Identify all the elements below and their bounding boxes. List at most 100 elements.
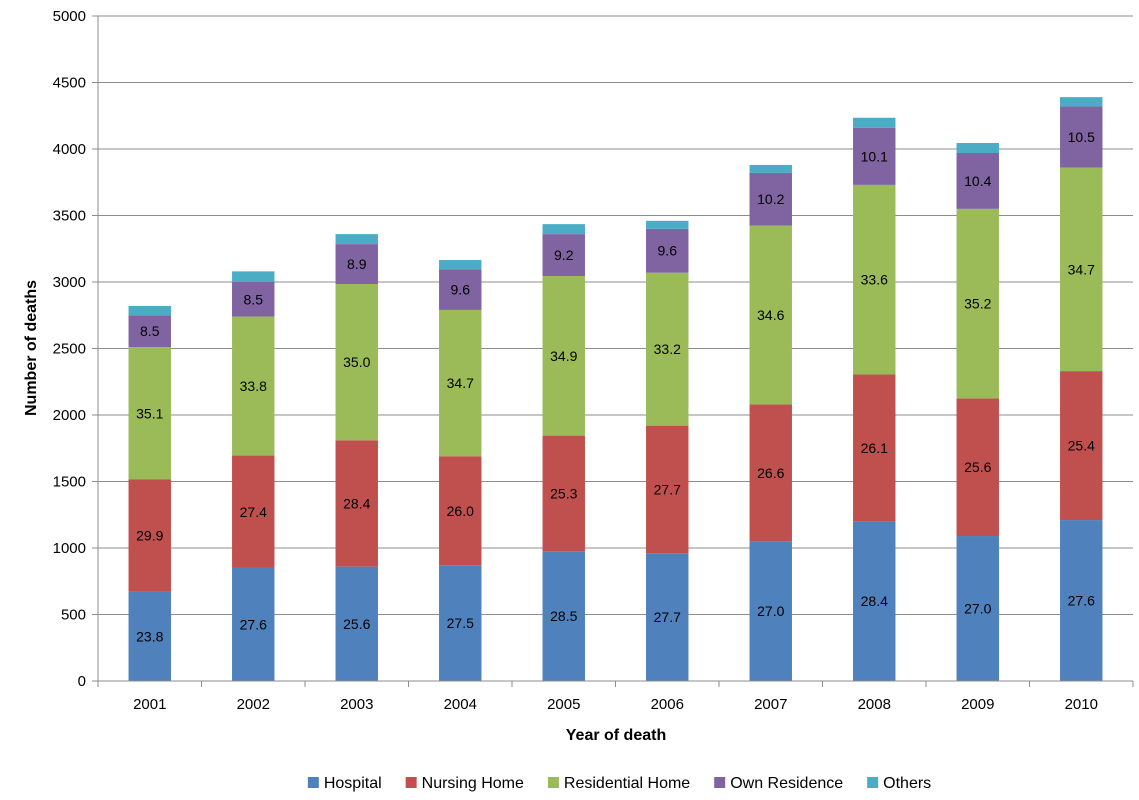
legend-swatch [714,777,726,788]
legend-item: Residential Home [547,775,690,792]
bar-segment [1060,97,1103,107]
x-tick-label: 2009 [961,696,994,713]
bar-segment [853,374,896,522]
bar-segment [956,208,999,399]
y-tick-label: 0 [78,673,86,690]
data-label: 8.5 [244,291,264,307]
data-label: 28.4 [343,495,370,511]
data-label: 34.7 [447,375,474,391]
bar-segment [439,260,482,270]
data-label: 34.6 [757,307,784,323]
y-tick-label: 4500 [53,75,86,92]
data-label: 33.2 [654,341,681,357]
bar-segment [749,225,792,405]
legend-swatch [867,777,879,788]
data-label: 25.3 [550,485,577,501]
bar-segment [128,591,171,681]
bar-segment [128,479,171,592]
data-label: 35.2 [964,296,991,312]
bar-segment [646,425,689,554]
bar-segment [232,316,275,456]
bar-segment [542,435,585,552]
bar-segment [128,315,171,348]
bar-segment [335,234,378,245]
bar-segment [749,172,792,226]
data-label: 26.1 [861,440,888,456]
data-label: 26.6 [757,465,784,481]
bars [128,97,1103,681]
legend-label: Others [883,775,931,792]
bar-segment [1060,167,1103,372]
legend-swatch [307,777,319,788]
bar-segment [956,536,999,681]
data-label: 27.4 [240,504,267,520]
bar-segment [853,184,896,375]
data-label: 10.4 [964,173,991,189]
bar-segment [335,283,378,441]
x-tick-label: 2006 [651,696,684,713]
bar-segment [853,521,896,681]
bar-segment [1060,106,1103,168]
y-tick-label: 3500 [53,208,86,225]
x-tick-label: 2004 [444,696,477,713]
legend-label: Nursing Home [422,775,524,792]
data-label: 10.1 [861,148,888,164]
data-label: 33.6 [861,272,888,288]
data-label: 10.5 [1068,129,1095,145]
data-label: 25.6 [343,616,370,632]
bar-segment [542,551,585,681]
bar-segment [853,127,896,185]
data-labels: 23.8 29.9 35.1 8.5 27.6 27.4 33.8 8.5 25.6 28.4 35… [136,129,1095,644]
y-axis-title: Number of deaths [23,280,40,416]
x-tick-label: 2008 [858,696,891,713]
x-tick-label: 2010 [1065,696,1098,713]
bar-segment [439,456,482,566]
bar-segment [542,276,585,436]
legend: Hospital Nursing Home Residential Home Own … [307,775,931,792]
bar-segment [646,220,689,229]
data-label: 27.5 [447,615,474,631]
data-label: 28.5 [550,608,577,624]
data-label: 29.9 [136,528,163,544]
bar-segment [749,404,792,542]
y-tick-label: 500 [61,607,86,624]
data-label: 27.0 [964,601,991,617]
bar-segment [1060,520,1103,681]
bar-segment [956,152,999,209]
bar-segment [853,117,896,128]
y-tick-label: 1500 [53,474,86,491]
bar-segment [335,244,378,284]
data-label: 26.0 [447,503,474,519]
data-label: 23.8 [136,628,163,644]
legend-swatch [405,777,417,788]
data-label: 8.9 [347,256,367,272]
bar-segment [232,282,275,317]
bar-segment [232,455,275,568]
legend-item: Hospital [307,775,382,792]
bar-segment [749,164,792,173]
x-tick-label: 2003 [340,696,373,713]
bar-segment [542,234,585,277]
x-tick-label: 2005 [547,696,580,713]
legend-item: Own Residence [714,775,843,792]
data-label: 34.7 [1068,261,1095,277]
data-label: 8.5 [140,323,160,339]
data-label: 25.6 [964,459,991,475]
bar-segment [439,309,482,457]
data-label: 25.4 [1068,438,1095,454]
y-tick-label: 2000 [53,407,86,424]
bar-segment [956,143,999,153]
data-label: 27.6 [1068,593,1095,609]
bar-segment [646,272,689,426]
bar-segment [232,271,275,282]
legend-label: Residential Home [564,775,690,792]
x-tick-label: 2002 [237,696,270,713]
data-label: 9.6 [451,282,471,298]
y-tick-label: 5000 [53,8,86,25]
bar-segment [128,305,171,316]
data-label: 27.0 [757,603,784,619]
legend-item: Nursing Home [405,775,524,792]
bar-segment [956,398,999,537]
data-label: 34.9 [550,348,577,364]
bar-segment [335,566,378,681]
